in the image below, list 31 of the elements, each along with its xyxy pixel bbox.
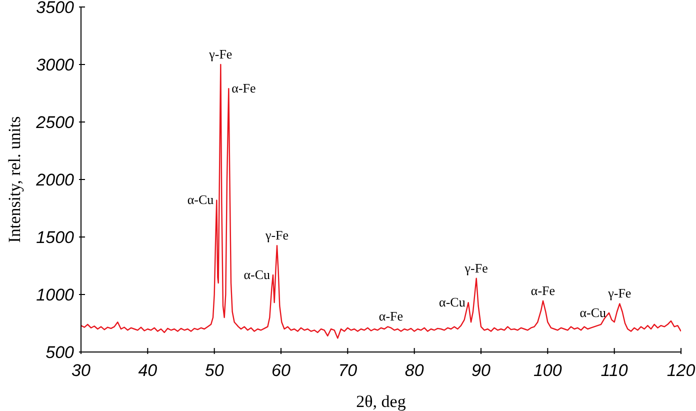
x-tick-label: 30 [72,361,91,380]
annotation: α-Fe [232,80,256,96]
y-tick-label: 2500 [35,113,75,132]
annotation: α-Cu [439,294,466,310]
x-tick-label: 110 [600,361,628,380]
y-tick-label: 1000 [36,286,75,304]
y-tick-label: 2000 [35,170,75,190]
x-tick-label: 60 [272,361,291,380]
y-tick-label: 500 [46,343,75,362]
annotation: α-Cu [580,304,606,320]
annotation: γ-Fe [208,46,232,62]
y-tick-label: 1500 [36,228,75,247]
x-tick-label: 80 [404,361,424,380]
x-axis-title: 2θ, deg [356,392,406,411]
y-tick-label: 3500 [36,0,75,17]
y-tick-label: 3000 [36,56,75,74]
y-axis-title: Intensity, rel. units [5,116,24,243]
x-tick-label: 90 [472,361,491,380]
annotation: α-Cu [187,192,214,208]
annotation: γ-Fe [607,286,632,301]
x-tick-label: 40 [138,361,158,380]
annotation: α-Cu [244,266,270,282]
x-tick-label: 120 [666,361,696,380]
annotation: α-Fe [378,308,404,324]
line-series [81,64,681,339]
x-tick-label: 70 [338,361,358,380]
x-tick-label: 50 [204,361,224,380]
annotation: α-Fe [530,282,556,298]
x-tick-label: 100 [533,361,562,380]
annotation: γ-Fe [264,228,289,243]
annotation: γ-Fe [464,260,488,276]
